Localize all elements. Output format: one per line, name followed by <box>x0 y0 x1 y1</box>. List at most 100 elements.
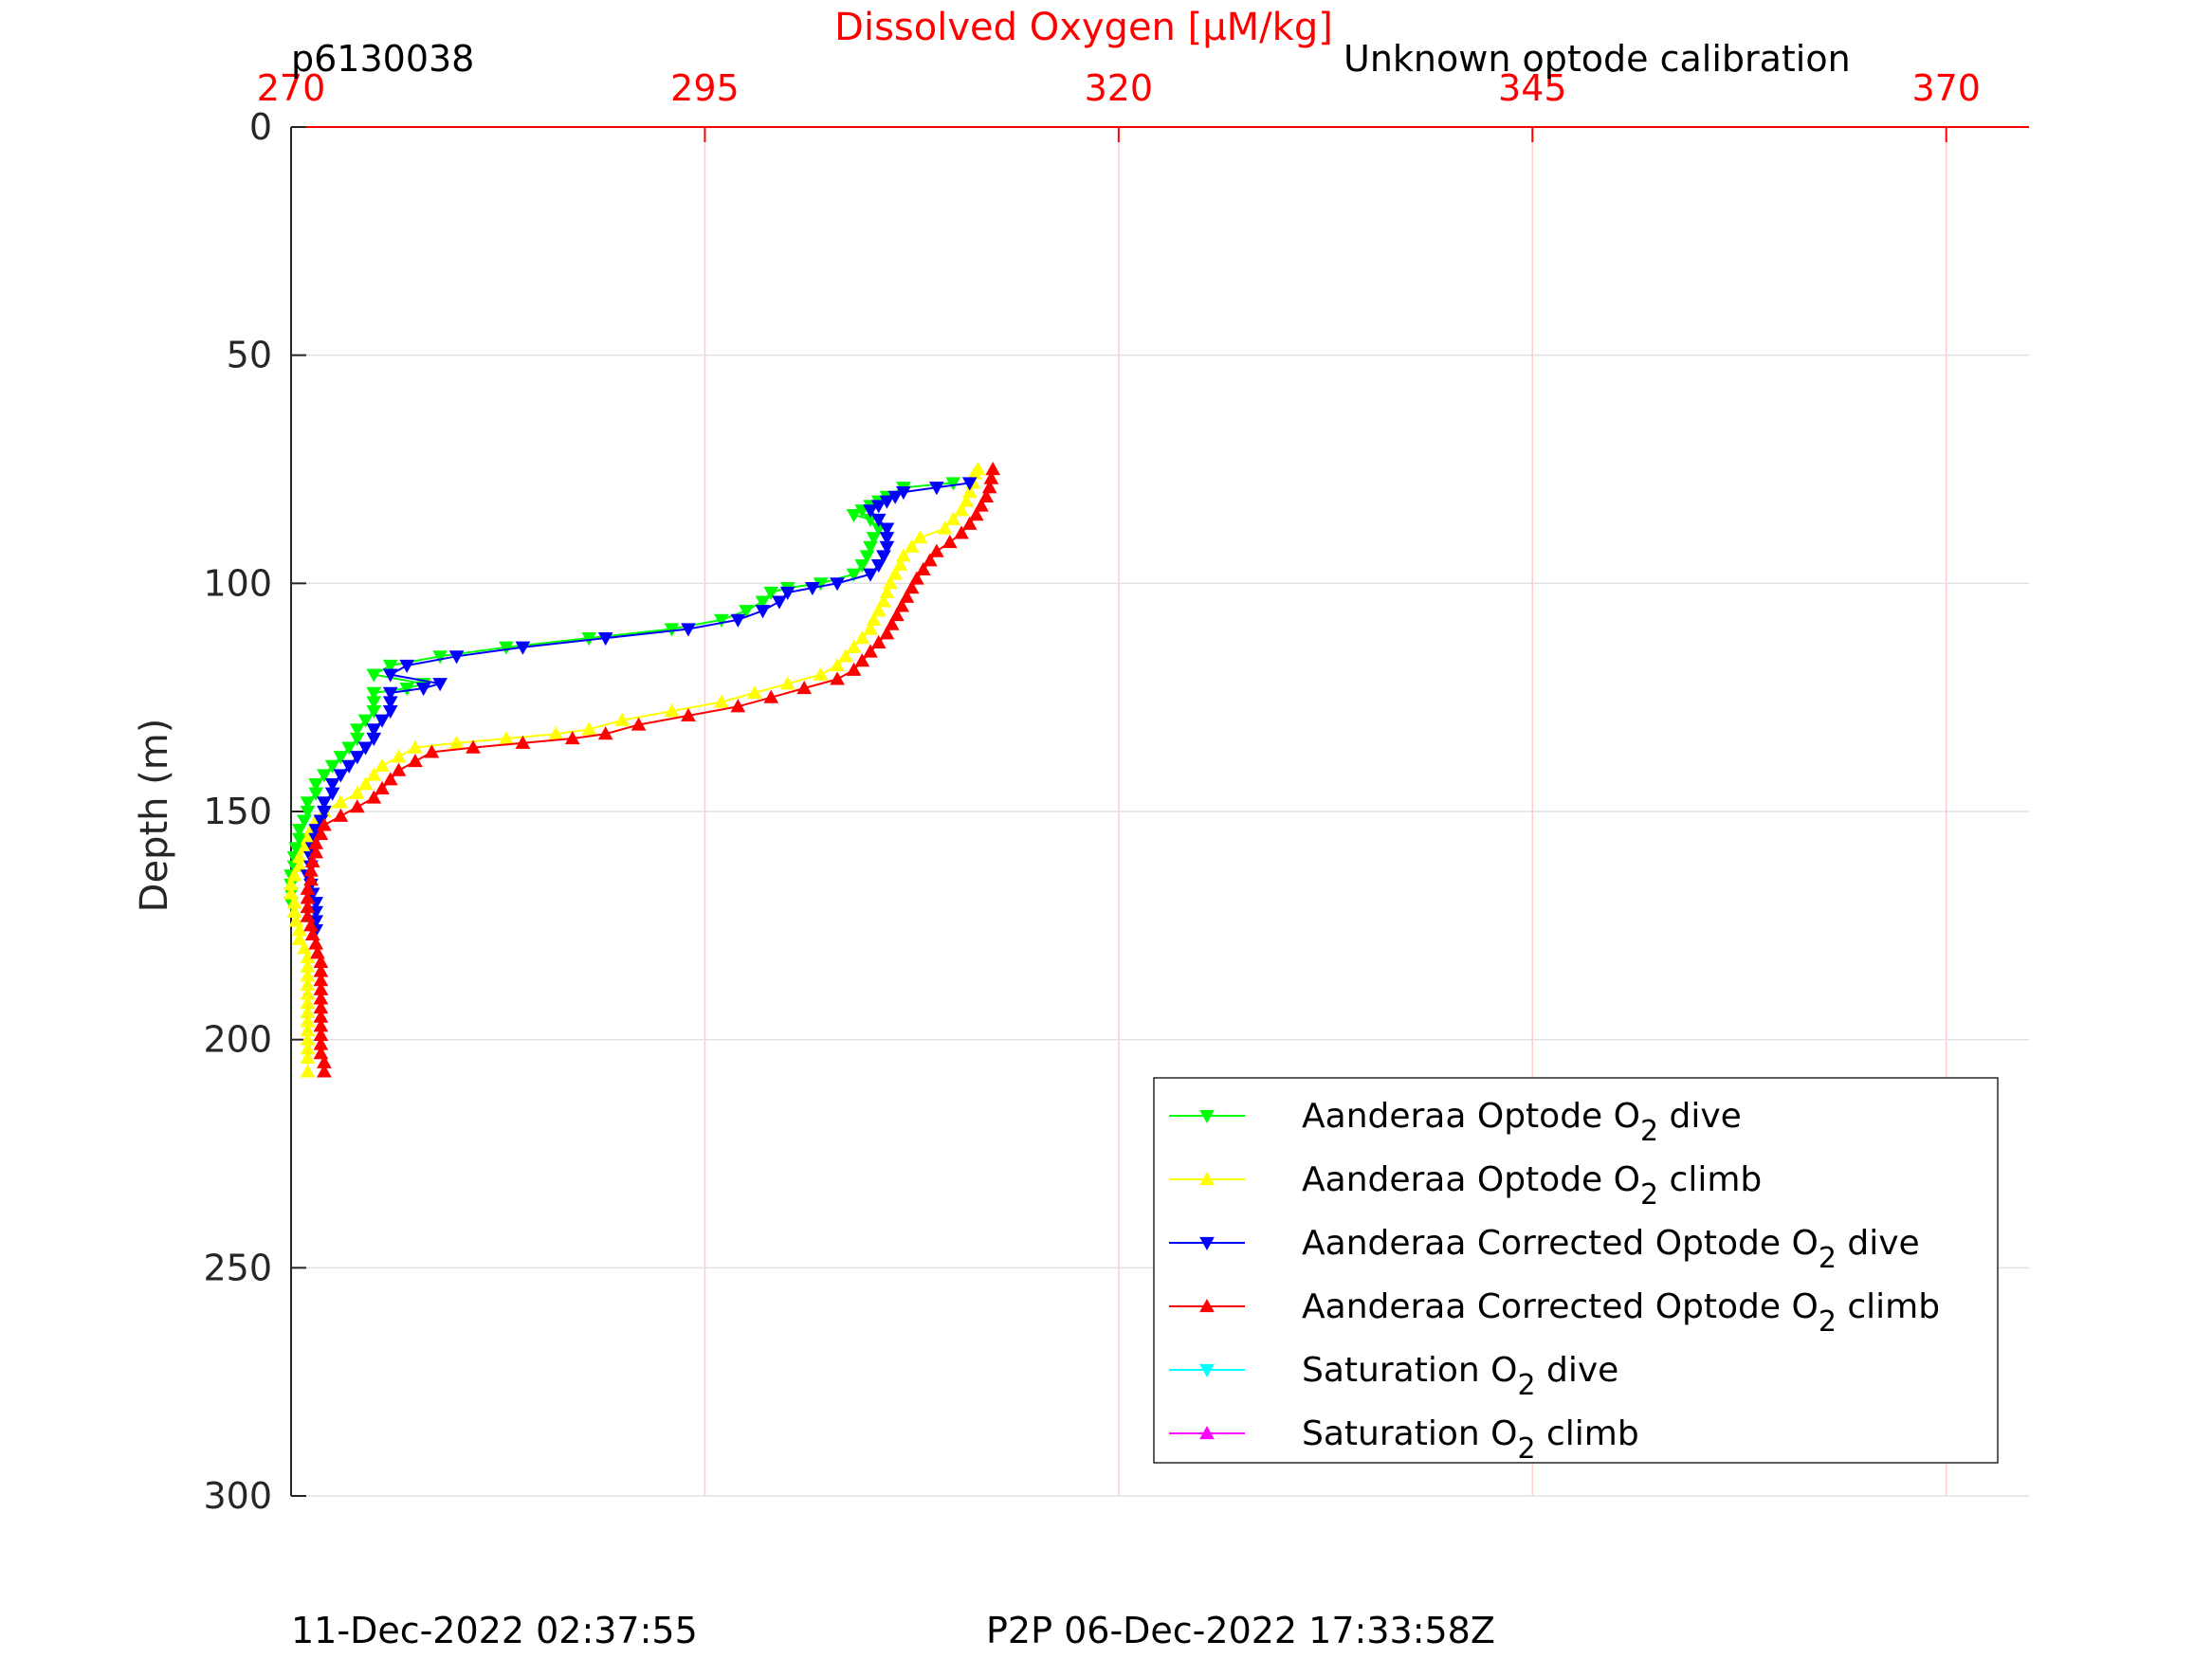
data-point <box>859 550 875 564</box>
data-point <box>887 566 904 580</box>
y-axis-label: Depth (m) <box>133 719 176 913</box>
data-point <box>313 827 329 841</box>
data-point <box>317 817 332 831</box>
data-point <box>884 616 900 630</box>
series-1 <box>283 477 961 911</box>
data-point <box>415 682 431 697</box>
data-point <box>382 668 398 683</box>
data-point <box>739 605 754 619</box>
data-point <box>333 808 349 822</box>
data-point <box>970 461 986 476</box>
y-tick-label: 100 <box>203 562 272 604</box>
data-point <box>310 945 325 959</box>
data-point <box>300 995 316 1010</box>
legend-marker <box>1199 1298 1215 1313</box>
data-point <box>432 678 448 692</box>
data-point <box>755 595 771 610</box>
data-point <box>349 723 365 738</box>
data-point <box>883 575 898 590</box>
data-point <box>916 561 931 575</box>
data-point <box>303 872 319 886</box>
data-point <box>300 949 316 964</box>
data-point <box>959 493 975 507</box>
data-point <box>854 653 870 667</box>
data-point <box>291 922 307 937</box>
data-point <box>286 895 302 909</box>
data-point <box>313 1036 329 1050</box>
data-point <box>324 778 340 793</box>
y-tick-label: 50 <box>227 335 272 376</box>
y-tick-label: 150 <box>203 791 272 832</box>
data-point <box>291 832 307 847</box>
legend-marker <box>1199 1171 1215 1186</box>
p2p-timestamp: P2P 06-Dec-2022 17:33:58Z <box>986 1610 1495 1651</box>
x-axis-label: Dissolved Oxygen [μM/kg] <box>834 6 1333 49</box>
data-point <box>983 470 999 484</box>
data-point <box>714 694 729 708</box>
data-point <box>317 1054 332 1068</box>
data-point <box>304 926 320 941</box>
data-point <box>746 684 762 699</box>
data-point <box>283 876 299 891</box>
data-point <box>366 790 382 804</box>
data-point <box>303 863 319 877</box>
data-point <box>945 511 961 526</box>
data-point <box>863 568 878 582</box>
plot-timestamp: 11-Dec-2022 02:37:55 <box>291 1610 698 1651</box>
data-point <box>291 931 307 945</box>
data-point <box>303 918 319 932</box>
data-point <box>772 595 787 610</box>
data-point <box>300 881 316 895</box>
data-point <box>357 776 374 791</box>
data-point <box>297 940 312 955</box>
legend-label: Aanderaa Corrected Optode O2 dive <box>1302 1224 1920 1275</box>
data-point <box>922 553 938 567</box>
data-point <box>308 936 324 950</box>
data-point <box>317 796 332 811</box>
data-point <box>515 735 531 749</box>
data-point <box>313 1009 329 1023</box>
data-point <box>288 913 304 927</box>
data-point <box>779 586 795 600</box>
data-point <box>846 568 862 582</box>
data-point <box>889 607 905 622</box>
data-point <box>892 557 908 572</box>
data-point <box>366 705 382 720</box>
y-tick-label: 0 <box>249 106 272 148</box>
data-point <box>985 461 1001 476</box>
data-point <box>896 548 911 562</box>
data-point <box>879 540 895 555</box>
data-point <box>961 516 978 530</box>
data-point <box>830 671 845 685</box>
data-point <box>813 666 829 681</box>
data-point <box>382 705 398 720</box>
data-point <box>928 482 944 496</box>
data-point <box>308 845 324 859</box>
data-point <box>313 999 329 1014</box>
data-point <box>879 626 895 640</box>
data-point <box>466 739 481 754</box>
data-point <box>304 853 320 868</box>
data-point <box>313 991 329 1005</box>
data-point <box>954 502 969 517</box>
data-point <box>366 767 382 781</box>
data-point <box>909 571 924 585</box>
data-point <box>317 805 332 820</box>
data-point <box>300 1004 316 1018</box>
series-4 <box>300 461 1001 1078</box>
legend: Aanderaa Optode O2 dive Aanderaa Optode O… <box>1153 1077 1999 1466</box>
data-point <box>954 525 969 539</box>
y-tick-label: 250 <box>203 1247 272 1288</box>
data-point <box>300 1064 316 1078</box>
calibration-note: Unknown optode calibration <box>1344 38 1851 80</box>
y-tick-label: 300 <box>203 1475 272 1517</box>
data-point <box>899 589 915 603</box>
data-point <box>349 799 365 813</box>
data-point <box>317 1064 332 1078</box>
data-point <box>408 739 423 754</box>
data-point <box>300 908 316 922</box>
x-tick-label: 270 <box>257 67 326 109</box>
data-point <box>300 805 316 820</box>
data-point <box>382 696 398 710</box>
data-point <box>870 558 887 574</box>
